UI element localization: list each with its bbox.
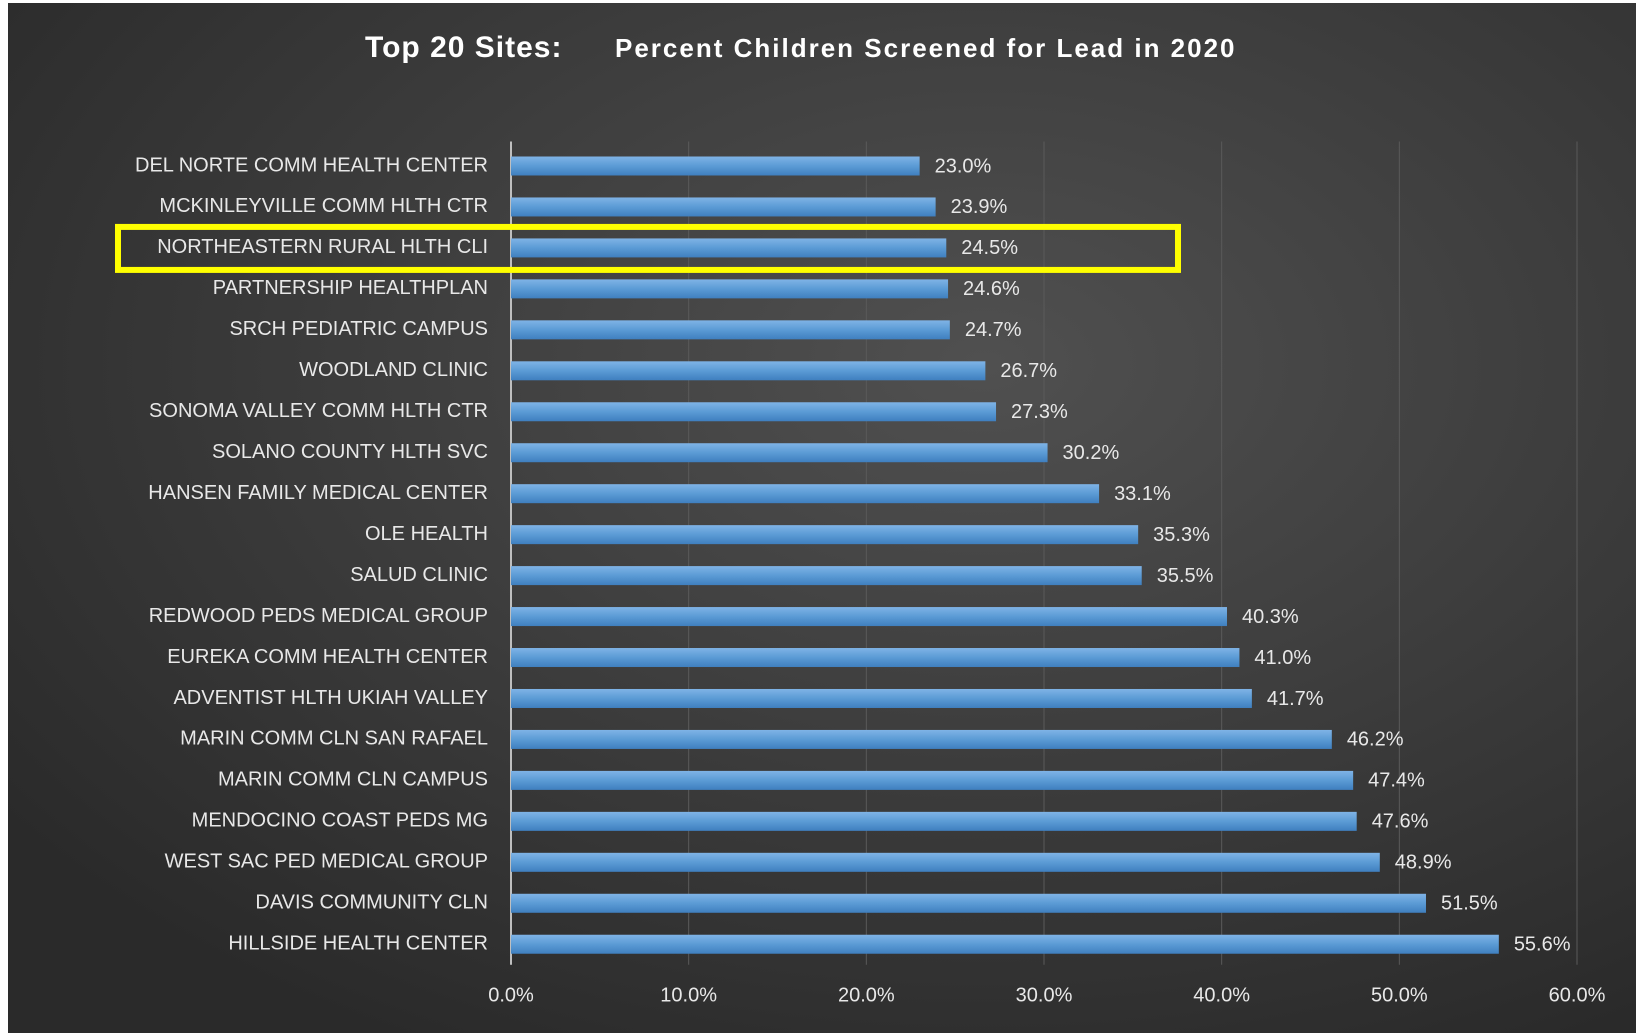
bar (511, 852, 1380, 872)
y-tick-label: SONOMA VALLEY COMM HLTH CTR (149, 400, 488, 422)
y-tick-label: WEST SAC PED MEDICAL GROUP (165, 851, 488, 873)
data-label: 55.6% (1514, 934, 1571, 956)
data-label: 41.7% (1267, 688, 1324, 710)
data-label: 51.5% (1441, 893, 1498, 915)
highlight-box (115, 223, 1181, 273)
bar (511, 811, 1357, 831)
bar (511, 770, 1354, 790)
y-tick-label: MENDOCINO COAST PEDS MG (192, 810, 488, 832)
data-label: 40.3% (1242, 606, 1299, 628)
bar (511, 484, 1100, 504)
data-label: 24.5% (961, 237, 1018, 259)
y-tick-label: DAVIS COMMUNITY CLN (255, 892, 488, 914)
x-tick-label: 30.0% (1016, 984, 1073, 1006)
data-label: 24.6% (963, 278, 1020, 300)
bar (511, 566, 1142, 586)
bar (511, 607, 1227, 627)
y-tick-label: ADVENTIST HLTH UKIAH VALLEY (173, 687, 488, 709)
y-tick-label: NORTHEASTERN RURAL HLTH CLI (157, 236, 488, 258)
bar (511, 156, 920, 176)
data-label: 33.1% (1114, 483, 1171, 505)
data-label: 41.0% (1254, 647, 1311, 669)
data-label: 35.3% (1153, 524, 1210, 546)
y-tick-label: SRCH PEDIATRIC CAMPUS (229, 318, 488, 340)
chart-subtitle: Percent Children Screened for Lead in 20… (615, 33, 1237, 63)
data-label: 26.7% (1000, 360, 1057, 382)
y-tick-label: SOLANO COUNTY HLTH SVC (212, 441, 488, 463)
y-tick-label: MARIN COMM CLN SAN RAFAEL (180, 728, 488, 750)
bar (511, 402, 997, 422)
y-tick-label: OLE HEALTH (365, 523, 488, 545)
data-label: 30.2% (1063, 442, 1120, 464)
bar (511, 688, 1252, 708)
data-label: 24.7% (965, 319, 1022, 341)
data-label: 23.9% (951, 196, 1008, 218)
y-tick-label: HANSEN FAMILY MEDICAL CENTER (148, 482, 488, 504)
y-tick-label: SALUD CLINIC (350, 564, 488, 586)
bar (511, 320, 950, 340)
bar (511, 279, 949, 299)
x-tick-label: 60.0% (1549, 984, 1606, 1006)
data-label: 27.3% (1011, 401, 1068, 423)
data-label: 47.6% (1372, 811, 1429, 833)
data-label: 46.2% (1347, 729, 1404, 751)
x-tick-label: 10.0% (660, 984, 717, 1006)
x-tick-label: 0.0% (488, 984, 534, 1006)
bar (511, 361, 986, 381)
data-label: 48.9% (1395, 852, 1452, 874)
bar (511, 238, 947, 258)
data-label: 23.0% (935, 155, 992, 177)
x-tick-label: 20.0% (838, 984, 895, 1006)
y-tick-label: HILLSIDE HEALTH CENTER (228, 933, 488, 955)
data-label: 35.5% (1157, 565, 1214, 587)
y-tick-label: WOODLAND CLINIC (299, 359, 488, 381)
bar (511, 893, 1426, 913)
y-tick-label: EUREKA COMM HEALTH CENTER (167, 646, 488, 668)
bar (511, 443, 1048, 463)
bar (511, 729, 1332, 749)
x-tick-label: 40.0% (1193, 984, 1250, 1006)
y-tick-label: PARTNERSHIP HEALTHPLAN (213, 277, 488, 299)
bar (511, 648, 1240, 668)
y-tick-label: MCKINLEYVILLE COMM HLTH CTR (159, 195, 488, 217)
x-tick-label: 50.0% (1371, 984, 1428, 1006)
chart-title: Top 20 Sites: (365, 31, 562, 64)
y-tick-label: REDWOOD PEDS MEDICAL GROUP (149, 605, 488, 627)
y-tick-label: DEL NORTE COMM HEALTH CENTER (135, 154, 488, 176)
bar (511, 197, 936, 217)
y-tick-label: MARIN COMM CLN CAMPUS (218, 769, 488, 791)
data-label: 47.4% (1368, 770, 1425, 792)
bar (511, 525, 1139, 545)
bar (511, 934, 1499, 954)
